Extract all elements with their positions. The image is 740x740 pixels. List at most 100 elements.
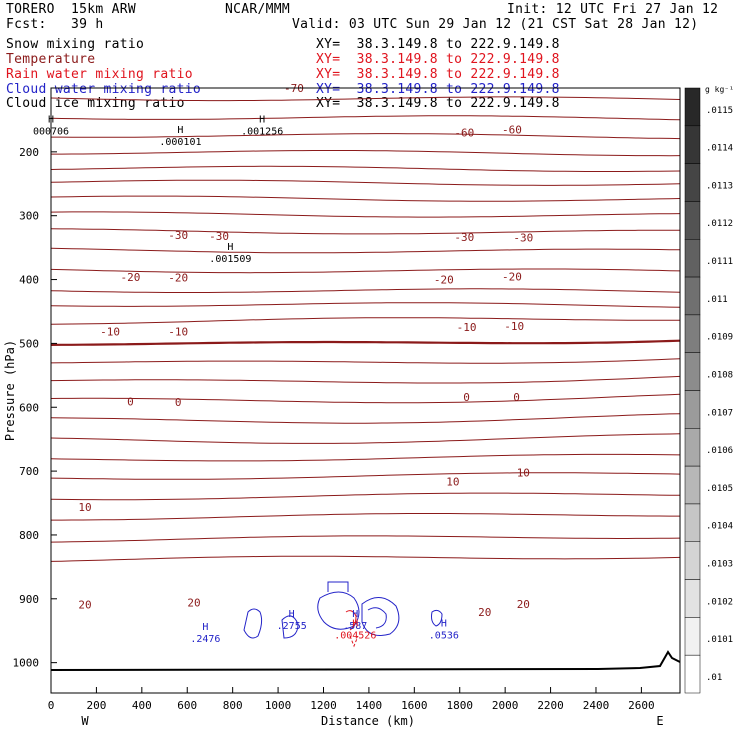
isotherm-line [50,433,681,444]
colorbar-swatch [684,239,701,278]
field-label-snow: Snow mixing ratio [6,37,145,52]
isotherm-label: -10 [168,325,188,338]
isotherm-label: 10 [517,466,530,479]
terrain-surface [50,650,681,671]
maximum-value: .0536 [429,631,459,642]
isotherm-label: 20 [187,597,200,610]
maximum-marker: H [227,242,233,253]
isotherm-line [50,302,681,308]
isotherm-line [50,268,681,274]
y-tick-label: 700 [19,465,39,478]
colorbar-label: .0114 [706,144,733,154]
x-tick-label: 1200 [310,699,337,712]
x-tick-label: 400 [132,699,152,712]
x-tick-label: 600 [177,699,197,712]
colorbar: .0115 .0114 .0113 .0112 .0111 .011 .0109 .0108.… [684,85,734,694]
colorbar-label: .0111 [706,257,733,267]
maximum-marker: H [352,609,358,620]
y-axis-label: Pressure (hPa) [3,340,17,441]
colorbar-label: .0101 [706,635,733,645]
colorbar-swatch [684,163,701,202]
y-tick-label: 500 [19,337,39,350]
isotherm-line [50,358,681,364]
isotherm-line [50,115,681,121]
colorbar-label: .0108 [706,370,733,380]
y-tick-label: 400 [19,274,39,287]
isotherm-line [50,165,681,172]
isotherm-label: -10 [100,325,120,338]
colorbar-swatch [684,579,701,618]
isotherm-label: 0 [513,391,520,404]
maximum-marker: H [441,619,447,630]
y-tick-label: 1000 [13,657,40,670]
maximum-value: .2476 [190,634,220,645]
y-tick-label: 300 [19,210,39,223]
isotherm-line [51,133,681,140]
isotherm-line [50,555,681,562]
isotherm-line [50,492,681,501]
temperature-contours [50,96,681,562]
center-title: NCAR/MMM [225,2,291,17]
isotherm-line [50,413,681,424]
isotherm-label: -30 [168,229,188,242]
isotherm-line [51,513,680,521]
colorbar-label: .0109 [706,333,733,343]
isotherm-label: 20 [517,598,530,611]
colorbar-swatch [684,465,701,505]
cloud-water-contour [243,608,263,639]
field-label-cloud-water: Cloud water mixing ratio [6,82,202,97]
colorbar-label: .0102 [706,597,733,607]
west-label: W [81,714,89,728]
valid-time: Valid: 03 UTC Sun 29 Jan 12 (21 CST Sat … [292,17,699,32]
maximum-marker: H [177,125,183,136]
maximum-value: .004526 [334,631,376,642]
colorbar-swatch [684,654,701,694]
isotherm-label: -30 [454,231,474,244]
colorbar-swatch [684,125,701,164]
x-tick-label: 200 [86,699,106,712]
isotherm-line [50,317,680,325]
x-tick-label: 2000 [492,699,519,712]
isotherm-line [50,288,681,293]
maximum-marker: H [202,622,208,633]
y-axis-ticks: 200 300 400 500 600 700 800 900 1000 [13,146,57,670]
isotherm-line [50,453,681,462]
init-time: Init: 12 UTC Fri 27 Jan 12 [507,2,719,17]
x-tick-label: 1400 [356,699,383,712]
field-label-rain: Rain water mixing ratio [6,67,193,82]
isotherm-label: -20 [502,270,522,283]
rain-water-contour [345,610,357,631]
colorbar-label: .01 [706,673,722,683]
colorbar-label: .0112 [706,219,733,229]
isotherm-label: -10 [504,320,524,333]
isotherm-line [50,472,681,480]
cloud-water-contour [361,597,400,636]
colorbar-swatch [684,87,701,127]
maximum-value: .001509 [209,254,251,265]
colorbar-label: .0115 [706,106,733,116]
plot-header: TORERO 15km ARW NCAR/MMM Init: 12 UTC Fr… [0,0,740,115]
field-label-temperature: Temperature [6,52,96,67]
isotherm-label: 0 [127,396,134,409]
x-tick-label: 1000 [265,699,292,712]
x-tick-label: 2400 [583,699,610,712]
colorbar-swatch [684,352,701,391]
y-tick-label: 900 [19,593,39,606]
isotherm-line [50,96,681,102]
x-tick-label: 1600 [401,699,428,712]
cloud-water-contour [431,609,443,627]
colorbar-swatch [684,314,701,353]
isotherm-label: 20 [78,599,91,612]
x-tick-label: 2600 [628,699,655,712]
x-tick-label: 0 [48,699,55,712]
rain-water-contour [349,635,359,648]
field-xy-cloud-water: XY= 38.3.149.8 to 222.9.149.8 [316,82,560,97]
isotherm-label: -30 [513,231,533,244]
colorbar-label: .0113 [706,181,733,191]
isotherm-line [50,247,681,254]
isotherm-line [51,150,681,157]
colorbar-label: .0104 [706,522,733,532]
isotherm-line [50,375,681,384]
isotherm-line [50,228,680,235]
